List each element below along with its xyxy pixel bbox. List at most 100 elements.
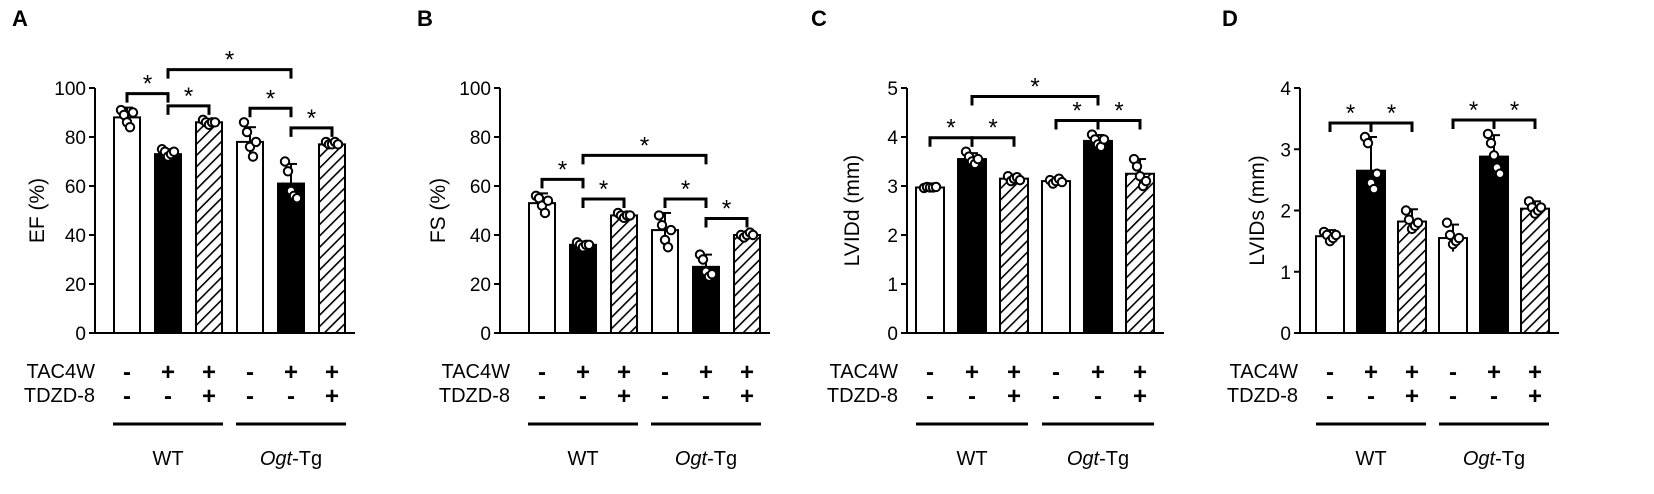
significance-star: * (1030, 74, 1039, 101)
tac4w-sign: + (1487, 359, 1501, 386)
tdzd8-sign: + (325, 383, 339, 410)
tac4w-sign: + (965, 359, 979, 386)
group-label-wt: WT (152, 448, 183, 470)
tac4w-sign: + (1091, 359, 1105, 386)
y-tick-label: 3 (887, 177, 898, 198)
data-point (124, 122, 136, 133)
y-tick-label: 5 (887, 79, 898, 100)
tdzd8-sign: - (926, 383, 934, 410)
significance-star: * (988, 115, 997, 142)
tac4w-sign: + (1007, 359, 1021, 386)
bar (957, 158, 987, 334)
group-label-ogt-suffix: -Tg (292, 448, 322, 470)
y-axis-label: LVIDs (mm) (1246, 155, 1269, 265)
significance-star: * (1387, 100, 1396, 127)
significance-bracket (166, 104, 211, 115)
significance-star: * (1510, 97, 1519, 124)
data-point (238, 117, 250, 128)
data-point (168, 146, 180, 157)
tdzd8-sign: - (661, 383, 669, 410)
data-point (282, 166, 294, 177)
y-tick-label: 1 (887, 275, 898, 296)
tdzd8-sign: + (202, 383, 216, 410)
tac4w-sign: - (661, 359, 669, 386)
y-tick-label: 100 (459, 79, 491, 100)
significance-star: * (266, 85, 275, 112)
group-label-ogt: Ogt-Tg (1463, 448, 1525, 470)
group-label-ogt-gene: Ogt (260, 448, 294, 470)
tdzd8-sign: - (1052, 383, 1060, 410)
tac4w-sign: + (699, 359, 713, 386)
significance-bracket (581, 153, 708, 165)
significance-star: * (307, 105, 316, 132)
bar (1479, 155, 1509, 334)
tac4w-sign: + (1528, 359, 1542, 386)
tdzd8-sign: + (1405, 383, 1419, 410)
significance-bracket (1492, 118, 1537, 129)
bar (154, 153, 182, 334)
row-label-tac4w: TAC4W (829, 361, 898, 383)
bar (236, 140, 264, 334)
data-point (930, 181, 942, 193)
tac4w-sign: - (1326, 359, 1334, 386)
tac4w-sign: + (284, 359, 298, 386)
tdzd8-sign: + (1528, 383, 1542, 410)
y-tick-label: 2 (887, 226, 898, 247)
bar (1125, 172, 1155, 334)
row-label-tdzd8: TDZD-8 (439, 385, 510, 407)
bar (1438, 237, 1468, 334)
y-tick-label: 3 (1280, 140, 1291, 161)
group-label-ogt-gene: Ogt (675, 448, 709, 470)
data-point (1140, 175, 1152, 187)
panel-letter: D (1222, 6, 1238, 31)
bar (915, 186, 945, 334)
tac4w-sign: + (617, 359, 631, 386)
tdzd8-sign: - (246, 383, 254, 410)
data-point (1535, 202, 1547, 213)
y-tick-label: 40 (470, 226, 491, 247)
significance-star: * (558, 156, 567, 183)
tac4w-sign: + (161, 359, 175, 386)
bar (999, 177, 1029, 334)
y-tick-label: 0 (887, 324, 898, 345)
significance-bracket (970, 95, 1100, 106)
significance-star: * (946, 115, 955, 142)
bar (277, 182, 305, 334)
tdzd8-sign: - (702, 383, 710, 410)
significance-star: * (143, 71, 152, 98)
data-point (662, 242, 674, 253)
data-point (1056, 176, 1068, 188)
y-tick-label: 4 (1280, 79, 1291, 100)
data-point (539, 207, 551, 219)
y-tick-label: 20 (470, 275, 491, 296)
tac4w-sign: - (1052, 359, 1060, 386)
significance-star: * (722, 196, 731, 223)
data-point (247, 151, 259, 162)
significance-bracket (289, 126, 334, 137)
significance-star: * (184, 83, 193, 110)
significance-bracket (248, 106, 293, 118)
data-point (127, 107, 139, 118)
row-label-tdzd8: TDZD-8 (1227, 385, 1298, 407)
group-label-ogt-gene: Ogt (1463, 448, 1497, 470)
panel-letter: C (811, 6, 827, 31)
data-point (542, 195, 554, 206)
significance-star: * (599, 176, 608, 203)
data-point (706, 269, 718, 280)
bar (610, 214, 638, 334)
tdzd8-sign: + (1133, 383, 1147, 410)
tac4w-sign: + (1405, 359, 1419, 386)
data-point (332, 139, 344, 150)
data-point (1362, 137, 1374, 149)
data-point (1330, 229, 1342, 241)
data-point (747, 229, 759, 241)
y-tick-label: 80 (65, 128, 86, 149)
tac4w-sign: + (325, 359, 339, 386)
tdzd8-sign: - (287, 383, 295, 410)
tdzd8-sign: - (1449, 383, 1457, 410)
y-tick-label: 100 (54, 79, 86, 100)
